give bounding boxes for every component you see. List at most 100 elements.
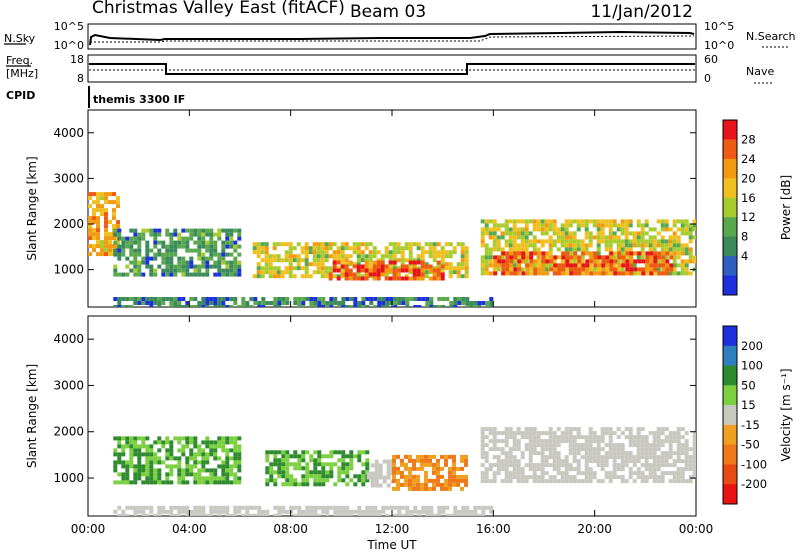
velocity-cell <box>357 454 362 459</box>
velocity-cell <box>420 466 424 471</box>
velocity-cell <box>508 459 513 464</box>
power-cell <box>221 252 226 257</box>
power-cell <box>608 239 613 244</box>
velocity-cell <box>636 427 641 432</box>
power-cell <box>113 305 118 307</box>
velocity-cell <box>133 509 138 514</box>
power-cell <box>564 219 569 224</box>
velocity-cell <box>305 478 310 483</box>
power-cell <box>320 258 325 263</box>
power-cell <box>432 246 437 251</box>
power-cell <box>304 266 309 271</box>
velocity-cell <box>165 480 170 485</box>
velocity-cell <box>664 427 669 432</box>
velocity-cell <box>349 454 354 459</box>
power-cell <box>540 223 545 228</box>
power-cell <box>540 239 545 244</box>
velocity-cell <box>572 467 577 472</box>
power-cell <box>524 219 529 224</box>
velocity-cell <box>269 474 274 479</box>
power-cell <box>429 297 434 301</box>
velocity-cell <box>404 454 408 459</box>
power-cell <box>404 268 409 273</box>
velocity-cell <box>528 459 533 464</box>
velocity-cell <box>217 513 222 516</box>
power-cell <box>300 246 305 251</box>
power-cell <box>117 297 122 301</box>
velocity-cell <box>520 475 525 480</box>
velocity-cell <box>644 475 649 480</box>
velocity-cell <box>504 451 509 456</box>
velocity-cell <box>445 505 450 510</box>
power-cell <box>336 274 341 279</box>
velocity-cell <box>145 472 150 477</box>
power-cell <box>209 264 214 269</box>
power-cell <box>453 305 458 307</box>
power-cell <box>356 250 361 255</box>
power-cell <box>169 297 174 301</box>
power-cell <box>201 301 206 305</box>
velocity-cell <box>197 448 202 453</box>
power-cell <box>233 256 238 261</box>
power-cell <box>688 271 693 276</box>
power-cell <box>113 268 118 273</box>
power-cell <box>340 254 345 259</box>
power-cell <box>396 250 401 255</box>
power-cell <box>285 301 290 305</box>
power-cell <box>117 244 122 249</box>
power-cell <box>645 251 650 256</box>
power-cell <box>484 255 489 260</box>
power-cell <box>377 301 382 305</box>
power-cell <box>381 305 386 307</box>
power-cell <box>660 235 665 240</box>
power-cell <box>416 246 421 251</box>
velocity-cell <box>660 463 665 468</box>
power-cell <box>484 271 489 276</box>
power-cell <box>213 305 218 307</box>
velocity-cell <box>520 435 525 440</box>
power-cell <box>668 243 673 248</box>
velocity-cell <box>285 509 290 514</box>
velocity-cell <box>548 443 553 448</box>
power-cell <box>552 259 557 264</box>
power-cell <box>92 192 96 197</box>
power-cell <box>217 256 222 261</box>
power-cell <box>625 271 630 276</box>
power-cell <box>181 272 186 277</box>
velocity-cell <box>297 458 302 463</box>
velocity-cell <box>608 443 613 448</box>
velocity-colorbar-tick: 200 <box>741 339 763 353</box>
power-cell <box>320 274 325 279</box>
velocity-cell <box>173 464 178 469</box>
velocity-cell <box>205 460 210 465</box>
power-cell <box>612 223 617 228</box>
velocity-cell <box>632 471 637 476</box>
power-cell <box>460 250 465 255</box>
power-cell <box>524 259 529 264</box>
power-cell <box>316 242 321 247</box>
power-cell <box>392 254 397 259</box>
power-cell <box>329 305 334 307</box>
power-cell <box>177 305 182 307</box>
power-cell <box>492 239 497 244</box>
power-cell <box>197 301 202 305</box>
power-cell <box>261 305 266 307</box>
power-cell <box>157 232 162 237</box>
power-cell <box>193 248 198 253</box>
power-cell <box>96 216 100 221</box>
velocity-cell <box>480 427 485 432</box>
power-cell <box>609 251 614 256</box>
velocity-cell <box>374 471 379 476</box>
velocity-cell <box>165 456 170 461</box>
power-cell <box>529 255 534 260</box>
power-cell <box>532 235 537 240</box>
velocity-cell <box>664 439 669 444</box>
power-cell <box>629 251 634 256</box>
velocity-cell <box>560 463 565 468</box>
power-cell <box>604 239 609 244</box>
power-cell <box>624 219 629 224</box>
velocity-cell <box>293 478 298 483</box>
power-cell <box>116 220 120 225</box>
velocity-cell <box>137 468 142 473</box>
cpid-value: themis 3300 IF <box>93 93 185 106</box>
